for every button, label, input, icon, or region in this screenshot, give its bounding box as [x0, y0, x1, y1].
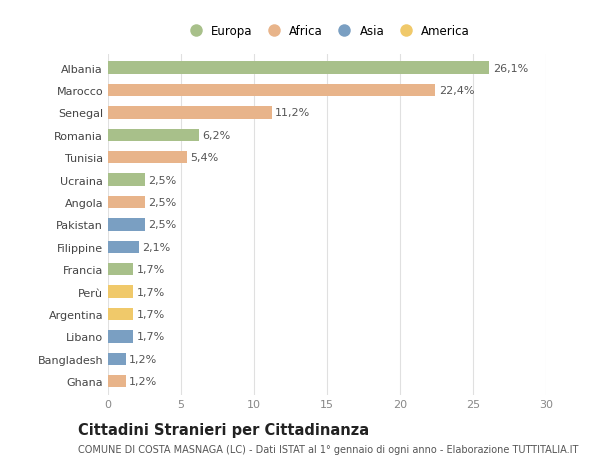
Text: 1,2%: 1,2% [129, 354, 157, 364]
Bar [108, 196, 145, 209]
Bar [108, 286, 133, 298]
Text: 1,7%: 1,7% [136, 332, 165, 341]
Text: 1,7%: 1,7% [136, 309, 165, 319]
Text: 1,7%: 1,7% [136, 287, 165, 297]
Text: 11,2%: 11,2% [275, 108, 310, 118]
Text: 2,1%: 2,1% [142, 242, 170, 252]
Bar [108, 174, 145, 186]
Bar [108, 85, 435, 97]
Bar [108, 241, 139, 253]
Bar [108, 330, 133, 343]
Bar [108, 263, 133, 276]
Text: 2,5%: 2,5% [148, 220, 176, 230]
Text: 1,2%: 1,2% [129, 376, 157, 386]
Text: COMUNE DI COSTA MASNAGA (LC) - Dati ISTAT al 1° gennaio di ogni anno - Elaborazi: COMUNE DI COSTA MASNAGA (LC) - Dati ISTA… [78, 444, 578, 454]
Bar [108, 375, 125, 387]
Text: 2,5%: 2,5% [148, 197, 176, 207]
Bar [108, 62, 489, 75]
Bar [108, 107, 272, 119]
Bar [108, 353, 125, 365]
Bar [108, 152, 187, 164]
Text: 26,1%: 26,1% [493, 63, 528, 73]
Text: 1,7%: 1,7% [136, 264, 165, 274]
Text: 22,4%: 22,4% [439, 86, 474, 96]
Text: 6,2%: 6,2% [202, 130, 230, 140]
Bar [108, 219, 145, 231]
Legend: Europa, Africa, Asia, America: Europa, Africa, Asia, America [179, 20, 475, 43]
Text: 5,4%: 5,4% [190, 153, 219, 163]
Text: 2,5%: 2,5% [148, 175, 176, 185]
Text: Cittadini Stranieri per Cittadinanza: Cittadini Stranieri per Cittadinanza [78, 422, 369, 437]
Bar [108, 308, 133, 320]
Bar [108, 129, 199, 142]
